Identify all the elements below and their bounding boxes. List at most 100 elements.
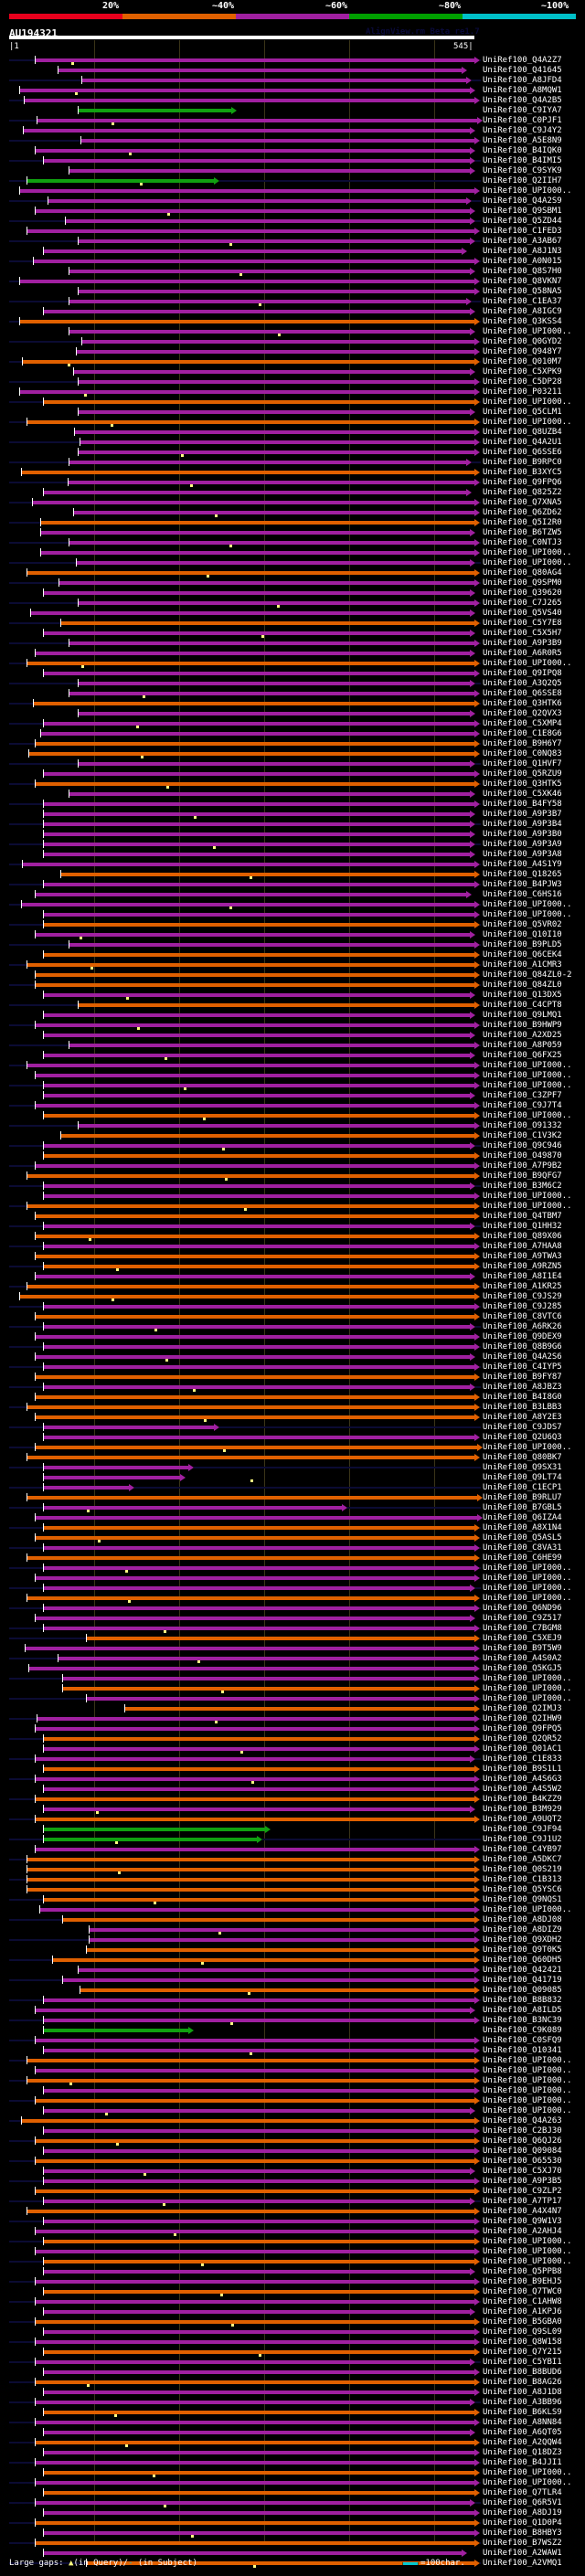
hit-label[interactable]: UniRef100_C5XK46 — [483, 790, 562, 799]
hit-label[interactable]: UniRef100_UPI000.. — [483, 1574, 572, 1583]
alignment-bar[interactable] — [43, 1013, 471, 1017]
alignment-bar[interactable] — [86, 2561, 474, 2565]
hit-row[interactable]: UniRef100_Q4A2S6 — [0, 1352, 585, 1362]
alignment-bar[interactable] — [43, 1094, 471, 1097]
alignment-bar[interactable] — [43, 1747, 474, 1751]
hit-label[interactable]: UniRef100_A8JFD4 — [483, 76, 562, 85]
alignment-bar[interactable] — [26, 1878, 474, 1882]
hit-label[interactable]: UniRef100_UPI000.. — [483, 1111, 572, 1120]
hit-row[interactable]: UniRef100_A9P3B4 — [0, 820, 585, 830]
hit-label[interactable]: UniRef100_UPI000.. — [483, 1192, 572, 1201]
alignment-bar[interactable] — [35, 1797, 474, 1801]
alignment-bar[interactable] — [35, 2521, 474, 2525]
hit-row[interactable]: UniRef100_UPI000.. — [0, 900, 585, 910]
hit-row[interactable]: UniRef100_A8Y2E3 — [0, 1413, 585, 1423]
hit-row[interactable]: UniRef100_UPI000.. — [0, 327, 585, 337]
hit-row[interactable]: UniRef100_C5YBI1 — [0, 2358, 585, 2368]
alignment-bar[interactable] — [35, 652, 471, 655]
hit-label[interactable]: UniRef100_C5XEJ9 — [483, 1634, 562, 1643]
alignment-bar[interactable] — [35, 1727, 474, 1731]
hit-label[interactable]: UniRef100_C8VA31 — [483, 1543, 562, 1553]
alignment-bar[interactable] — [43, 1084, 474, 1087]
hit-label[interactable]: UniRef100_B9PLD5 — [483, 940, 562, 949]
hit-row[interactable]: UniRef100_Q89X06 — [0, 1232, 585, 1242]
alignment-bar[interactable] — [35, 1375, 474, 1379]
alignment-bar[interactable] — [26, 1405, 474, 1409]
alignment-bar[interactable] — [35, 2069, 474, 2072]
alignment-bar[interactable] — [43, 1838, 257, 1841]
hit-label[interactable]: UniRef100_A7TP17 — [483, 2197, 562, 2206]
hit-row[interactable]: UniRef100_B9EHJ5 — [0, 2277, 585, 2287]
alignment-bar[interactable] — [43, 1144, 471, 1148]
hit-row[interactable]: UniRef100_Q948Y7 — [0, 347, 585, 357]
hit-label[interactable]: UniRef100_Q10I10 — [483, 930, 562, 939]
hit-label[interactable]: UniRef100_Q5I2R0 — [483, 518, 562, 527]
alignment-bar[interactable] — [75, 561, 471, 565]
hit-row[interactable]: UniRef100_Q1HVF7 — [0, 759, 585, 769]
hit-row[interactable]: UniRef100_O65530 — [0, 2157, 585, 2167]
alignment-bar[interactable] — [27, 1667, 474, 1670]
alignment-bar[interactable] — [77, 682, 471, 685]
hit-row[interactable]: UniRef100_UPI000.. — [0, 2478, 585, 2488]
hit-row[interactable]: UniRef100_Q41719 — [0, 1976, 585, 1986]
alignment-bar[interactable] — [35, 2481, 474, 2485]
hit-label[interactable]: UniRef100_A9RZN5 — [483, 1262, 562, 1271]
hit-row[interactable]: UniRef100_Q6FX25 — [0, 1051, 585, 1061]
hit-row[interactable]: UniRef100_Q5I2R0 — [0, 518, 585, 528]
hit-label[interactable]: UniRef100_A2VMQ1 — [483, 2559, 562, 2568]
alignment-bar[interactable] — [43, 1586, 471, 1590]
hit-label[interactable]: UniRef100_UPI000.. — [483, 900, 572, 909]
hit-label[interactable]: UniRef100_C7BGM8 — [483, 1624, 562, 1633]
hit-row[interactable]: UniRef100_Q1HH32 — [0, 1222, 585, 1232]
hit-label[interactable]: UniRef100_C1FED3 — [483, 227, 562, 236]
hit-row[interactable]: UniRef100_C9JDS7 — [0, 1423, 585, 1433]
hit-label[interactable]: UniRef100_Q5VS40 — [483, 609, 562, 618]
alignment-bar[interactable] — [35, 1164, 474, 1168]
hit-label[interactable]: UniRef100_UPI000.. — [483, 2478, 572, 2487]
alignment-bar[interactable] — [43, 2129, 474, 2133]
hit-label[interactable]: UniRef100_B7GBL5 — [483, 1503, 562, 1512]
hit-row[interactable]: UniRef100_A8DIZ9 — [0, 1925, 585, 1935]
hit-label[interactable]: UniRef100_C0PJF1 — [483, 116, 562, 125]
hit-label[interactable]: UniRef100_A7HAA8 — [483, 1242, 562, 1251]
alignment-bar[interactable] — [60, 1134, 474, 1138]
hit-row[interactable]: UniRef100_A2QQW4 — [0, 2438, 585, 2448]
alignment-bar[interactable] — [88, 1928, 474, 1932]
alignment-bar[interactable] — [43, 2471, 474, 2475]
hit-label[interactable]: UniRef100_O10341 — [483, 2046, 562, 2055]
hit-label[interactable]: UniRef100_Q7XNA5 — [483, 498, 562, 507]
hit-row[interactable]: UniRef100_Q825Z2 — [0, 488, 585, 498]
hit-label[interactable]: UniRef100_B4I8G0 — [483, 1393, 562, 1402]
hit-label[interactable]: UniRef100_Q84ZL0 — [483, 981, 562, 990]
hit-row[interactable]: UniRef100_C9J4Y2 — [0, 126, 585, 136]
hit-label[interactable]: UniRef100_Q6IZA4 — [483, 1513, 562, 1522]
hit-label[interactable]: UniRef100_Q1HVF7 — [483, 759, 562, 769]
hit-row[interactable]: UniRef100_A7HAA8 — [0, 1242, 585, 1252]
hit-row[interactable]: UniRef100_A8J1N3 — [0, 247, 585, 257]
alignment-bar[interactable] — [35, 1023, 474, 1027]
hit-label[interactable]: UniRef100_C5XJ70 — [483, 2167, 562, 2176]
alignment-bar[interactable] — [43, 2390, 474, 2394]
hit-label[interactable]: UniRef100_C9ZLP2 — [483, 2187, 562, 2196]
hit-row[interactable]: UniRef100_Q7TLR4 — [0, 2488, 585, 2498]
hit-label[interactable]: UniRef100_C8VTC6 — [483, 1312, 562, 1321]
hit-row[interactable]: UniRef100_C4IYP5 — [0, 1362, 585, 1373]
alignment-bar[interactable] — [61, 1677, 474, 1680]
hit-row[interactable]: UniRef100_Q4A2Z7 — [0, 56, 585, 66]
alignment-bar[interactable] — [35, 2230, 474, 2233]
alignment-bar[interactable] — [43, 1345, 474, 1349]
hit-row[interactable]: UniRef100_UPI000.. — [0, 910, 585, 920]
hit-row[interactable]: UniRef100_A1KPJ6 — [0, 2307, 585, 2317]
hit-label[interactable]: UniRef100_B6TZW5 — [483, 528, 562, 537]
hit-row[interactable]: UniRef100_UPI000.. — [0, 1594, 585, 1604]
hit-row[interactable]: UniRef100_UPI000.. — [0, 2076, 585, 2086]
hit-row[interactable]: UniRef100_B8HBY3 — [0, 2528, 585, 2539]
alignment-bar[interactable] — [43, 953, 474, 957]
alignment-bar[interactable] — [43, 2551, 462, 2555]
hit-label[interactable]: UniRef100_A8DIZ9 — [483, 1925, 562, 1935]
alignment-bar[interactable] — [36, 119, 477, 122]
hit-row[interactable]: UniRef100_Q5PPB8 — [0, 2267, 585, 2277]
hit-label[interactable]: UniRef100_Q9NQS1 — [483, 1895, 562, 1904]
hit-label[interactable]: UniRef100_C0NTJ3 — [483, 538, 562, 547]
hit-row[interactable]: UniRef100_A0N015 — [0, 257, 585, 267]
